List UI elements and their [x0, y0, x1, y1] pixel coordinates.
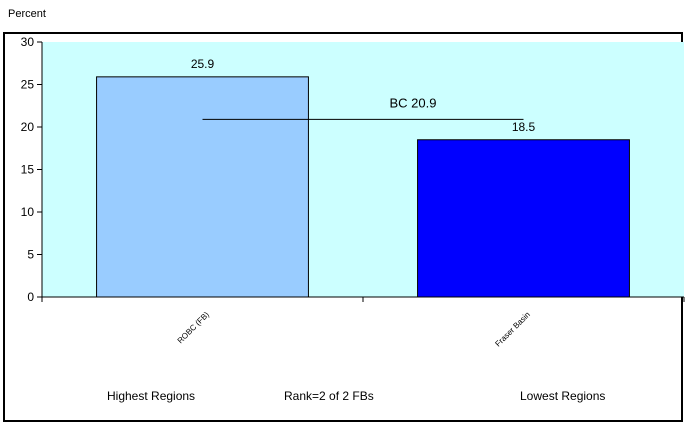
footer-left-label: Highest Regions — [107, 389, 196, 403]
reference-line-label: BC 20.9 — [390, 95, 437, 110]
bar-value-label: 18.5 — [512, 120, 536, 134]
footer-center-label: Rank=2 of 2 FBs — [284, 389, 374, 403]
y-axis-label: Percent — [8, 8, 46, 20]
bar — [96, 76, 309, 298]
y-tick-label: 5 — [27, 248, 34, 262]
bar — [417, 139, 630, 298]
bar-value-label: 25.9 — [191, 57, 215, 71]
y-tick-label: 0 — [27, 290, 34, 304]
y-tick-label: 10 — [21, 205, 35, 219]
x-category-label: ROBC (FB) — [176, 310, 212, 346]
y-tick-label: 25 — [21, 78, 35, 92]
y-tick-label: 15 — [21, 163, 35, 177]
y-tick-label: 30 — [21, 35, 35, 49]
y-tick-label: 20 — [21, 120, 35, 134]
x-category-label: Fraser Basin — [493, 310, 531, 348]
footer-right-label: Lowest Regions — [520, 389, 606, 403]
